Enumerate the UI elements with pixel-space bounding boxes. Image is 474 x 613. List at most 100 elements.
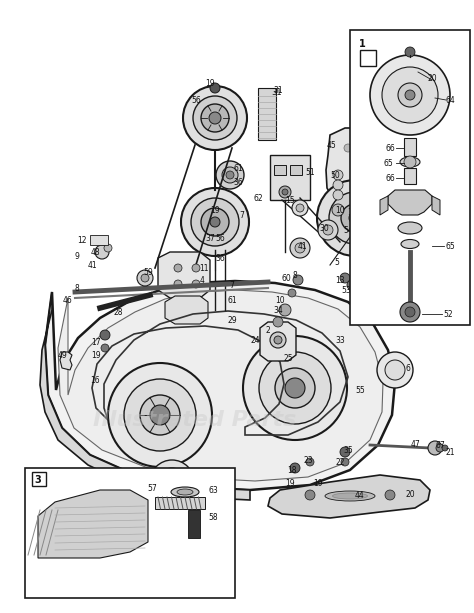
Polygon shape [38, 490, 148, 558]
Text: 56: 56 [215, 234, 225, 243]
Circle shape [382, 67, 438, 123]
Circle shape [191, 198, 239, 246]
Polygon shape [165, 296, 208, 324]
Text: 20: 20 [427, 74, 437, 83]
Polygon shape [260, 322, 296, 361]
Text: 59: 59 [143, 267, 153, 276]
Polygon shape [388, 190, 432, 215]
Text: 29: 29 [227, 316, 237, 324]
Circle shape [344, 144, 352, 152]
Text: 16: 16 [90, 376, 100, 384]
Text: 14: 14 [347, 207, 357, 216]
Circle shape [183, 86, 247, 150]
Text: 7: 7 [239, 210, 245, 219]
Circle shape [273, 317, 283, 327]
Circle shape [159, 517, 165, 523]
Circle shape [124, 379, 196, 451]
Circle shape [295, 243, 305, 253]
Circle shape [104, 244, 112, 252]
Ellipse shape [401, 240, 419, 248]
Circle shape [290, 238, 310, 258]
Circle shape [192, 264, 200, 272]
Text: 2: 2 [265, 326, 270, 335]
Circle shape [332, 204, 344, 216]
Text: 1: 1 [359, 39, 365, 49]
Ellipse shape [332, 493, 367, 499]
Bar [274, 165, 286, 175]
Polygon shape [58, 290, 383, 481]
Text: 65: 65 [383, 159, 393, 167]
Text: 58: 58 [208, 514, 218, 522]
Text: 9: 9 [74, 251, 80, 261]
Circle shape [275, 368, 315, 408]
Circle shape [341, 458, 349, 466]
Circle shape [166, 476, 178, 488]
Circle shape [243, 336, 347, 440]
Text: 15: 15 [285, 196, 295, 205]
Circle shape [333, 170, 343, 180]
Text: 21: 21 [445, 447, 455, 457]
Circle shape [192, 280, 200, 288]
Text: 19: 19 [91, 351, 101, 359]
Circle shape [137, 270, 153, 286]
Text: 64: 64 [445, 96, 455, 104]
Bar [290, 165, 302, 175]
Bar [404, 138, 416, 156]
Text: 26: 26 [363, 267, 373, 276]
Circle shape [329, 192, 381, 244]
Text: 19: 19 [285, 479, 295, 487]
Circle shape [386, 154, 394, 162]
Circle shape [150, 405, 170, 425]
Circle shape [279, 186, 291, 198]
Ellipse shape [325, 491, 375, 501]
Text: 34: 34 [273, 305, 283, 314]
Bar [360, 50, 376, 66]
Text: 19: 19 [191, 544, 201, 552]
Circle shape [317, 180, 393, 256]
Circle shape [362, 264, 378, 280]
Circle shape [141, 274, 149, 282]
Text: 63: 63 [208, 485, 218, 495]
Text: 23: 23 [303, 455, 313, 465]
Circle shape [428, 441, 442, 455]
Circle shape [381, 178, 389, 186]
Circle shape [318, 220, 338, 240]
Text: 66: 66 [385, 143, 395, 153]
Polygon shape [326, 128, 410, 215]
Text: 17: 17 [91, 338, 101, 346]
Text: 43: 43 [367, 300, 377, 310]
Circle shape [340, 273, 350, 283]
Text: 30: 30 [319, 224, 329, 232]
Text: 11: 11 [199, 264, 209, 273]
Text: 31: 31 [272, 88, 283, 96]
Circle shape [398, 83, 422, 107]
Polygon shape [40, 292, 250, 500]
Bar [270, 155, 310, 200]
Text: 11: 11 [410, 126, 420, 134]
Circle shape [101, 344, 109, 352]
Text: 50: 50 [330, 170, 340, 180]
Circle shape [274, 336, 282, 344]
Circle shape [370, 55, 450, 135]
Text: 28: 28 [113, 308, 123, 316]
Text: 18: 18 [287, 465, 297, 474]
Text: 57: 57 [147, 484, 157, 492]
Circle shape [222, 167, 238, 183]
Bar [155, 497, 205, 509]
Circle shape [296, 204, 304, 212]
Circle shape [108, 363, 212, 467]
Text: 6: 6 [406, 364, 410, 373]
Ellipse shape [400, 157, 420, 167]
Text: 51: 51 [305, 167, 315, 177]
Text: 36: 36 [233, 178, 243, 186]
Circle shape [195, 540, 205, 550]
Circle shape [306, 458, 314, 466]
Text: 33: 33 [335, 335, 345, 345]
Circle shape [385, 360, 405, 380]
Circle shape [323, 225, 333, 235]
Circle shape [305, 490, 315, 500]
Text: Illustrated Parts: Illustrated Parts [93, 410, 297, 430]
Bar [188, 510, 200, 538]
Circle shape [210, 217, 220, 227]
Text: 10: 10 [335, 205, 345, 215]
